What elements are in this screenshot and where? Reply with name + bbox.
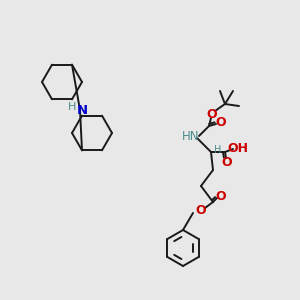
Text: H: H xyxy=(214,145,222,155)
Text: H: H xyxy=(68,102,76,112)
Text: N: N xyxy=(76,103,88,116)
Text: O: O xyxy=(222,155,232,169)
Text: OH: OH xyxy=(227,142,248,154)
Text: O: O xyxy=(216,190,226,202)
Text: O: O xyxy=(216,116,226,130)
Text: O: O xyxy=(207,107,217,121)
Text: HN: HN xyxy=(182,130,200,142)
Text: O: O xyxy=(196,203,206,217)
